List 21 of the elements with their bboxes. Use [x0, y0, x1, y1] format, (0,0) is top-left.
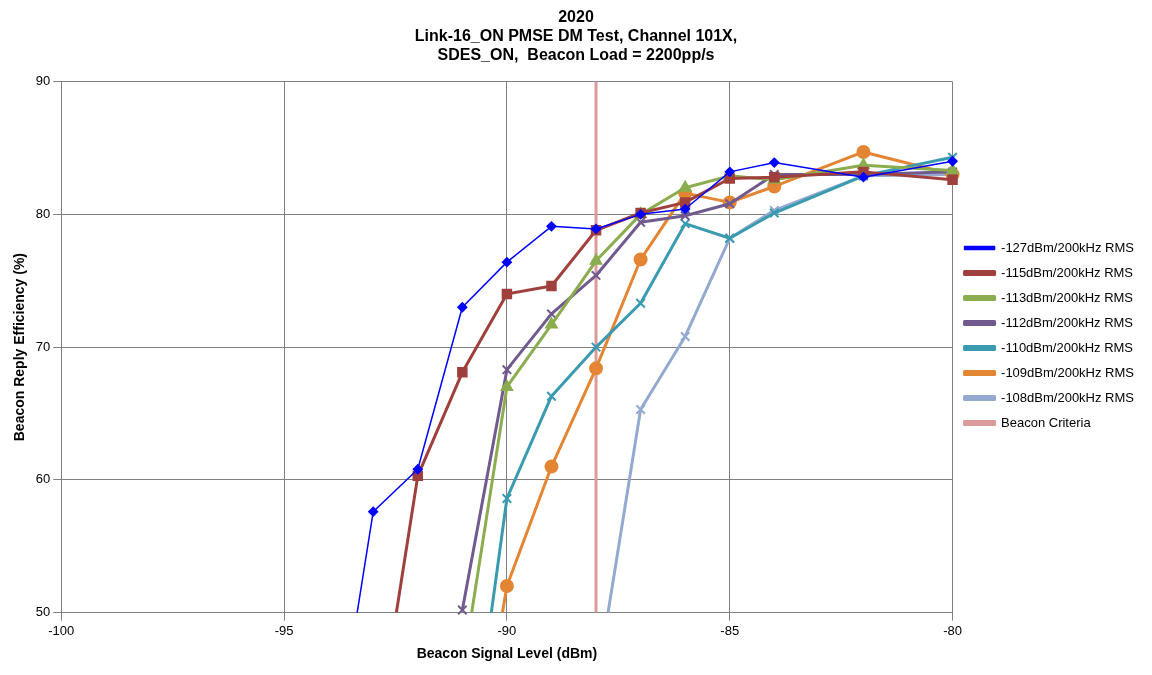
- legend-label: -113dBm/200kHz RMS: [1001, 289, 1134, 305]
- y-tick-label: 80: [35, 205, 51, 221]
- y-tick-label: 70: [35, 338, 51, 354]
- x-tick-label: -100: [48, 622, 75, 638]
- chart-title: 2020 Link-16_ON PMSE DM Test, Channel 101X, SDES_ON, Beacon Load = 2200pp/s: [414, 8, 738, 64]
- x-tick-label: -95: [274, 622, 294, 638]
- legend-label: -112dBm/200kHz RMS: [1001, 314, 1134, 330]
- legend-label: -115dBm/200kHz RMS: [1001, 264, 1134, 280]
- x-tick-label: -90: [497, 622, 517, 638]
- x-tick-label: -85: [720, 622, 740, 638]
- y-tick-label: 50: [35, 604, 51, 620]
- y-axis-title: Beacon Reply Efficiency (%): [11, 252, 28, 442]
- y-tick-label: 90: [35, 73, 51, 89]
- legend-label: -109dBm/200kHz RMS: [1001, 364, 1135, 380]
- legend-label: -110dBm/200kHz RMS: [1001, 339, 1134, 355]
- y-tick-label: 60: [35, 471, 51, 487]
- x-tick-label: -80: [943, 622, 962, 638]
- legend-label: -108dBm/200kHz RMS: [1001, 389, 1135, 405]
- legend-label: Beacon Criteria: [1001, 414, 1092, 430]
- x-axis-title: Beacon Signal Level (dBm): [416, 645, 598, 662]
- legend-label: -127dBm/200kHz RMS: [1001, 239, 1135, 255]
